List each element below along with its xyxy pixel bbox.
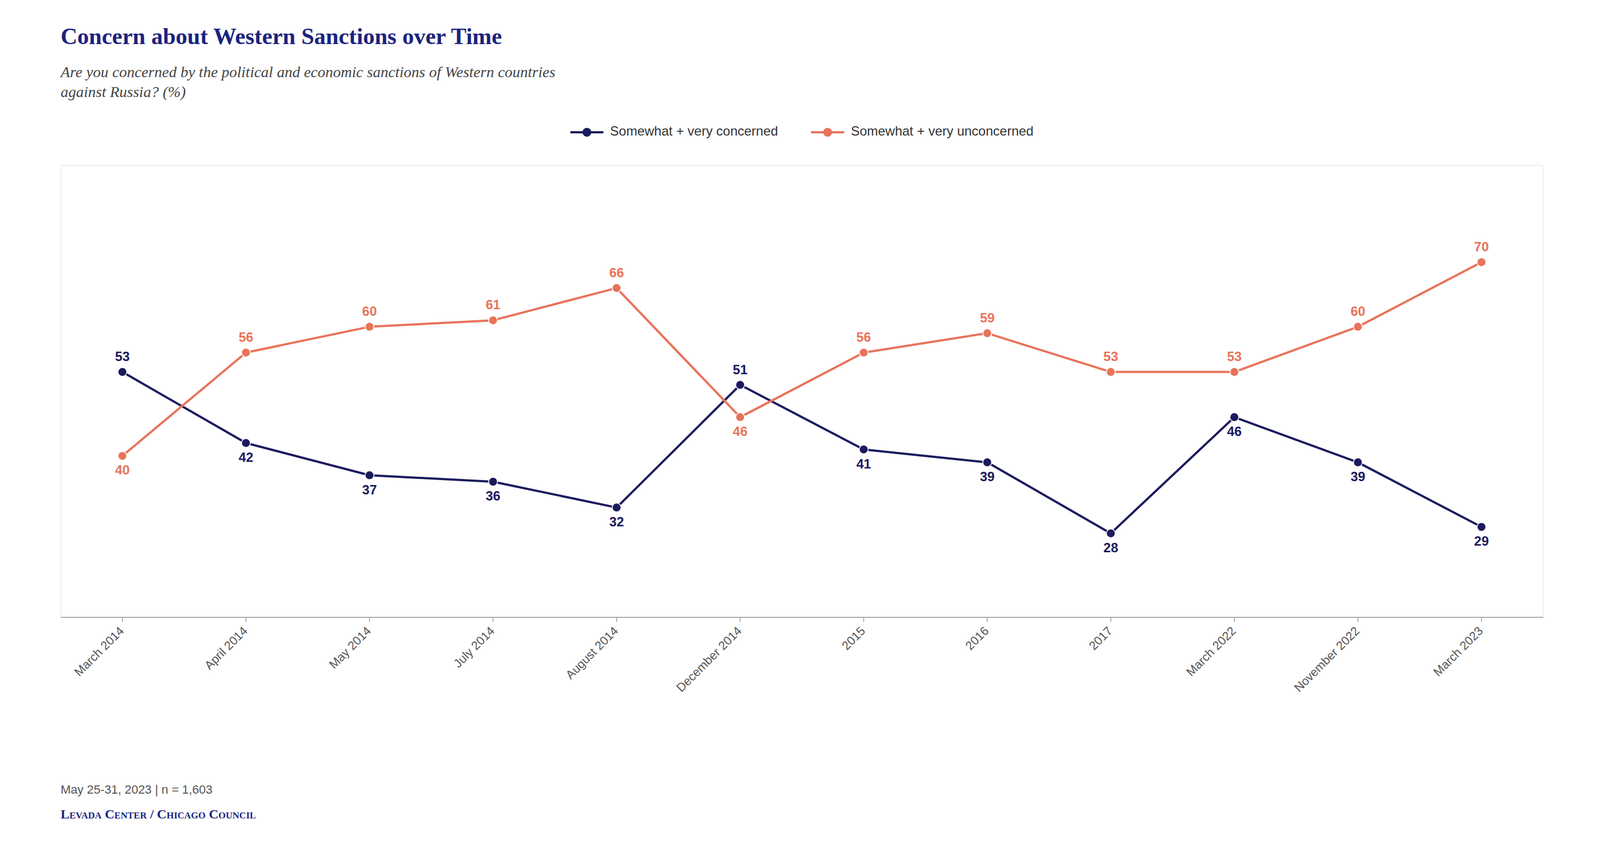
data-label: 51	[733, 362, 748, 377]
x-tick	[492, 617, 494, 622]
x-tick	[739, 617, 741, 622]
data-label: 36	[485, 488, 501, 504]
legend-item: Somewhat + very concerned	[570, 123, 779, 139]
title: Concern about Western Sanctions over Tim…	[60, 23, 503, 50]
data-label: 60	[362, 303, 377, 319]
x-tick-label: August 2014	[562, 623, 621, 682]
plot-area	[117, 257, 1486, 538]
data-label: 28	[1103, 540, 1119, 556]
data-label: 40	[115, 462, 131, 478]
subtitle: Are you concerned by the political and e…	[59, 63, 556, 81]
point	[117, 367, 127, 377]
data-label: 39	[979, 469, 995, 484]
x-tick	[1110, 617, 1112, 622]
x-axis	[60, 616, 1544, 618]
legend-item: Somewhat + very unconcerned	[811, 123, 1034, 139]
annotation: Levada Center / Chicago Council	[60, 806, 256, 822]
legend: Somewhat + very concerned Somewhat + very…	[570, 123, 1034, 139]
data-label: 42	[238, 449, 254, 465]
data-label: 61	[485, 297, 501, 312]
data-label: 53	[1226, 348, 1242, 364]
point	[982, 329, 992, 338]
data-label: 29	[1474, 533, 1490, 549]
point	[859, 444, 869, 454]
legend-label: Somewhat + very unconcerned	[850, 123, 1034, 139]
x-tick	[1357, 617, 1359, 622]
point	[735, 412, 745, 422]
data-label: 39	[1350, 469, 1366, 484]
x-tick-label: November 2022	[1291, 623, 1362, 695]
point	[488, 477, 498, 487]
annotation: May 25-31, 2023 | n = 1,603	[60, 782, 213, 797]
series-line	[122, 262, 1482, 456]
chart: Concern about Western Sanctions over Tim…	[0, 0, 1600, 851]
plot-frame	[60, 165, 1544, 618]
x-tick	[616, 617, 618, 622]
point	[1353, 458, 1363, 467]
data-label: 59	[979, 310, 995, 326]
point	[859, 348, 869, 358]
legend-marker	[582, 127, 592, 137]
point	[241, 438, 251, 448]
x-tick	[863, 617, 865, 622]
point	[982, 458, 992, 467]
x-tick-label: 2015	[838, 623, 868, 653]
point	[364, 322, 374, 332]
point	[612, 503, 622, 513]
subtitle: against Russia? (%)	[60, 83, 186, 101]
background	[0, 0, 1600, 851]
x-tick-label: May 2014	[326, 623, 374, 672]
series-line	[122, 372, 1482, 534]
point	[1353, 322, 1363, 332]
point	[1230, 367, 1239, 377]
point	[241, 348, 251, 358]
point	[1230, 412, 1239, 422]
point	[364, 470, 374, 480]
data-label: 37	[362, 482, 377, 498]
point	[612, 283, 622, 293]
x-tick-label: March 2023	[1430, 623, 1486, 680]
point	[1477, 522, 1486, 532]
data-label: 46	[1226, 423, 1242, 439]
x-tick-label: July 2014	[450, 623, 498, 671]
point	[1477, 257, 1486, 267]
data-label: 70	[1474, 239, 1490, 255]
data-label: 32	[609, 514, 624, 530]
x-tick-label: 2017	[1086, 623, 1115, 653]
data-label: 66	[609, 265, 624, 280]
legend-label: Somewhat + very concerned	[610, 123, 779, 139]
data-labels: 53 42 37 36 32 51 41 39 28 46 39 29 40 56 60 61 66 46 56 59…	[115, 239, 1490, 556]
x-tick	[987, 617, 989, 622]
point	[117, 451, 127, 461]
data-label: 46	[733, 423, 748, 439]
point	[1106, 367, 1115, 377]
point	[488, 315, 498, 325]
x-tick-label: 2016	[962, 623, 992, 653]
x-tick	[369, 617, 371, 622]
point	[735, 380, 745, 390]
x-tick-label: March 2014	[71, 623, 127, 680]
x-tick	[245, 617, 247, 622]
point	[1106, 529, 1115, 538]
x-tick	[1480, 617, 1483, 622]
data-label: 41	[856, 456, 872, 472]
x-tick-label: April 2014	[201, 623, 251, 673]
x-tick-label: December 2014	[673, 623, 745, 695]
data-label: 53	[115, 348, 131, 364]
data-label: 56	[238, 329, 254, 345]
data-label: 53	[1103, 348, 1119, 364]
x-tick-label: March 2022	[1183, 623, 1239, 680]
data-label: 56	[856, 329, 872, 345]
x-tick	[1234, 617, 1236, 622]
x-tick	[121, 617, 123, 622]
legend-marker	[823, 127, 833, 137]
data-label: 60	[1350, 303, 1366, 319]
